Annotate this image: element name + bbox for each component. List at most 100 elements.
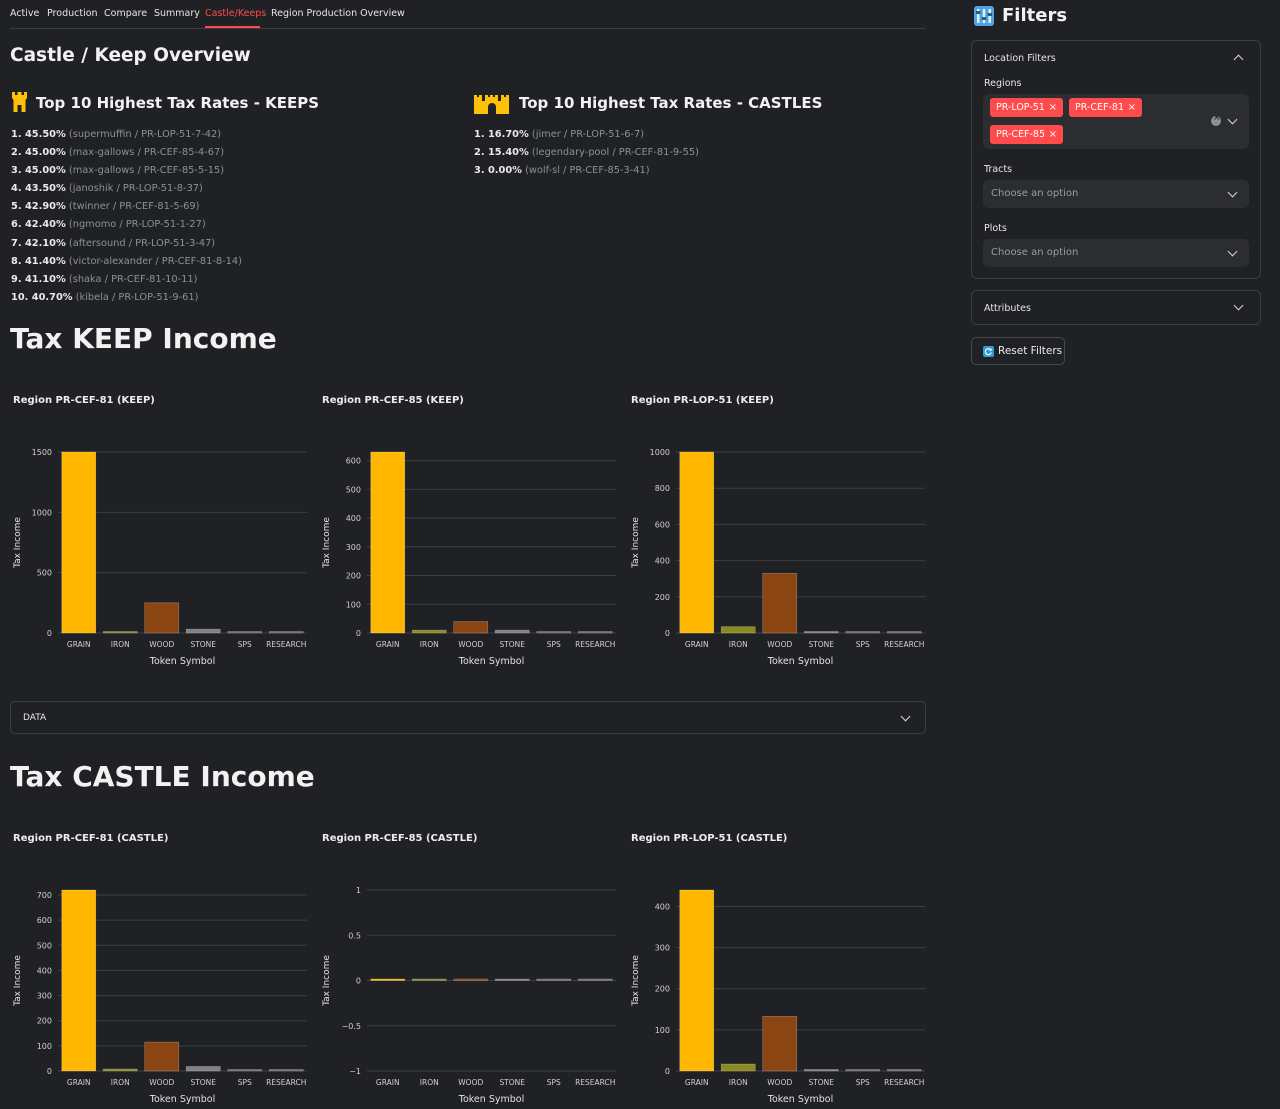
region-chip-label: PR-LOP-51 bbox=[996, 102, 1045, 113]
x-axis-label: Token Symbol bbox=[458, 1094, 524, 1105]
bar-research bbox=[886, 1069, 922, 1072]
plots-label: Plots bbox=[984, 223, 1007, 234]
bar-wood bbox=[453, 621, 489, 634]
x-tick-label: RESEARCH bbox=[266, 640, 306, 649]
owner-plot: (janoshik / PR-LOP-51-8-37) bbox=[68, 183, 203, 195]
y-tick-label: 0 bbox=[47, 1067, 52, 1076]
bar-iron bbox=[720, 626, 756, 634]
owner-plot: (wolf-sl / PR-CEF-85-3-41) bbox=[525, 165, 650, 177]
bar-grain bbox=[679, 889, 715, 1072]
bar-stone bbox=[803, 631, 839, 634]
remove-chip-icon[interactable]: × bbox=[1048, 129, 1057, 140]
tab-active[interactable]: Active bbox=[10, 8, 40, 19]
region-chip-pr-cef-81[interactable]: PR-CEF-81 × bbox=[1069, 98, 1142, 117]
y-tick-label: 1000 bbox=[32, 508, 52, 517]
y-tick-label: 500 bbox=[37, 941, 52, 950]
x-tick-label: RESEARCH bbox=[575, 1078, 615, 1087]
owner-plot: (max-gallows / PR-CEF-85-5-15) bbox=[68, 165, 225, 177]
keep-tower-icon bbox=[12, 92, 27, 112]
filters-title-text: Filters bbox=[1002, 5, 1068, 26]
bar-sps bbox=[227, 631, 263, 634]
list-item: 8. 41.40% (victor-alexander / PR-CEF-81-… bbox=[11, 254, 242, 272]
tab-compare[interactable]: Compare bbox=[104, 8, 148, 19]
bar-sps bbox=[845, 631, 881, 634]
y-tick-label: 400 bbox=[346, 514, 361, 523]
owner-plot: (ngmomo / PR-LOP-51-1-27) bbox=[68, 219, 206, 231]
y-tick-label: 1000 bbox=[650, 448, 670, 457]
x-tick-label: IRON bbox=[111, 640, 130, 649]
data-expander-label: DATA bbox=[23, 713, 47, 723]
list-item: 4. 43.50% (janoshik / PR-LOP-51-8-37) bbox=[11, 181, 242, 199]
x-tick-label: STONE bbox=[499, 640, 525, 649]
bar-research bbox=[577, 631, 613, 634]
x-tick-label: STONE bbox=[808, 1078, 834, 1087]
chevron-down-icon[interactable] bbox=[1227, 114, 1238, 125]
bar-iron bbox=[411, 629, 447, 634]
tab-region-production-overview[interactable]: Region Production Overview bbox=[271, 8, 405, 19]
x-tick-label: SPS bbox=[238, 1078, 252, 1087]
tab-production[interactable]: Production bbox=[47, 8, 98, 19]
x-axis-label: Token Symbol bbox=[767, 656, 833, 667]
attributes-panel[interactable]: Attributes bbox=[971, 290, 1261, 325]
data-expander[interactable]: DATA bbox=[10, 701, 926, 734]
regions-multiselect[interactable]: PR-LOP-51 × PR-CEF-81 × PR-CEF-85 × bbox=[983, 94, 1249, 149]
tab-castle-keeps[interactable]: Castle/Keeps bbox=[205, 8, 267, 19]
rank-number: 6. bbox=[11, 219, 22, 231]
bar-sps bbox=[227, 1069, 263, 1072]
bar-wood bbox=[762, 572, 798, 634]
bar-sps bbox=[845, 1069, 881, 1072]
list-item: 3. 0.00% (wolf-sl / PR-CEF-85-3-41) bbox=[474, 163, 699, 181]
rank-number: 4. bbox=[11, 183, 22, 195]
x-tick-label: IRON bbox=[420, 640, 439, 649]
y-axis-label: Tax Income bbox=[631, 517, 641, 569]
bar-stone bbox=[185, 628, 221, 634]
chart-keep-pr-cef-85: Region PR-CEF-85 (KEEP) 0 100 200 300 400 500… bbox=[319, 395, 619, 685]
refresh-icon bbox=[983, 346, 994, 357]
reset-filters-label: Reset Filters bbox=[998, 345, 1063, 357]
tax-rate: 43.50% bbox=[24, 183, 66, 195]
x-tick-label: GRAIN bbox=[67, 1078, 91, 1087]
x-axis-label: Token Symbol bbox=[458, 656, 524, 667]
chevron-down-icon bbox=[900, 711, 911, 722]
chart-plot: 0 100 200 300 400 500 600 700 GRAIN IRON WOOD STONE… bbox=[13, 889, 307, 1105]
chart-plot: 0 500 1000 1500 GRAIN IRON WOOD STONE SPS RESEARC… bbox=[13, 448, 307, 667]
owner-plot: (shaka / PR-CEF-81-10-11) bbox=[68, 273, 198, 285]
x-tick-label: WOOD bbox=[149, 640, 174, 649]
clear-all-icon[interactable] bbox=[1211, 113, 1221, 126]
y-axis-label: Tax Income bbox=[13, 517, 23, 569]
page-title: Castle / Keep Overview bbox=[10, 45, 251, 66]
reset-filters-button[interactable]: Reset Filters bbox=[971, 337, 1065, 365]
plots-select[interactable]: Choose an option bbox=[983, 239, 1249, 267]
owner-plot: (twinner / PR-CEF-81-5-69) bbox=[68, 201, 200, 213]
x-axis-label: Token Symbol bbox=[149, 1094, 215, 1105]
y-tick-label: 500 bbox=[346, 485, 361, 494]
tab-summary[interactable]: Summary bbox=[154, 8, 200, 19]
y-tick-label: 100 bbox=[346, 600, 361, 609]
y-tick-label: 300 bbox=[655, 944, 670, 953]
region-chip-pr-cef-85[interactable]: PR-CEF-85 × bbox=[990, 125, 1063, 144]
x-tick-label: RESEARCH bbox=[266, 1078, 306, 1087]
region-chip-pr-lop-51[interactable]: PR-LOP-51 × bbox=[990, 98, 1063, 117]
x-tick-label: WOOD bbox=[767, 1078, 792, 1087]
rank-number: 3. bbox=[11, 165, 22, 177]
bar-grain bbox=[370, 451, 406, 634]
bar-sps bbox=[536, 631, 572, 634]
y-tick-label: 0 bbox=[665, 629, 670, 638]
chart-castle-pr-cef-81: Region PR-CEF-81 (CASTLE) 0 100 200 300 400 5… bbox=[10, 833, 310, 1109]
chevron-up-icon[interactable] bbox=[1233, 54, 1244, 65]
owner-plot: (aftersound / PR-LOP-51-3-47) bbox=[68, 237, 216, 249]
bar-wood bbox=[144, 1041, 180, 1072]
remove-chip-icon[interactable]: × bbox=[1127, 102, 1136, 113]
tax-rate: 40.70% bbox=[31, 291, 73, 303]
region-chip-label: PR-CEF-81 bbox=[1075, 102, 1124, 113]
castles-heading-text: Top 10 Highest Tax Rates - CASTLES bbox=[519, 94, 823, 112]
list-item: 7. 42.10% (aftersound / PR-LOP-51-3-47) bbox=[11, 236, 242, 254]
bar-wood bbox=[144, 602, 180, 634]
location-filters-header[interactable]: Location Filters bbox=[984, 53, 1056, 64]
x-tick-label: WOOD bbox=[458, 1078, 483, 1087]
castles-heading: Top 10 Highest Tax Rates - CASTLES bbox=[473, 91, 822, 115]
tracts-placeholder: Choose an option bbox=[991, 188, 1079, 199]
tracts-select[interactable]: Choose an option bbox=[983, 180, 1249, 208]
remove-chip-icon[interactable]: × bbox=[1048, 102, 1057, 113]
list-item: 6. 42.40% (ngmomo / PR-LOP-51-1-27) bbox=[11, 217, 242, 235]
